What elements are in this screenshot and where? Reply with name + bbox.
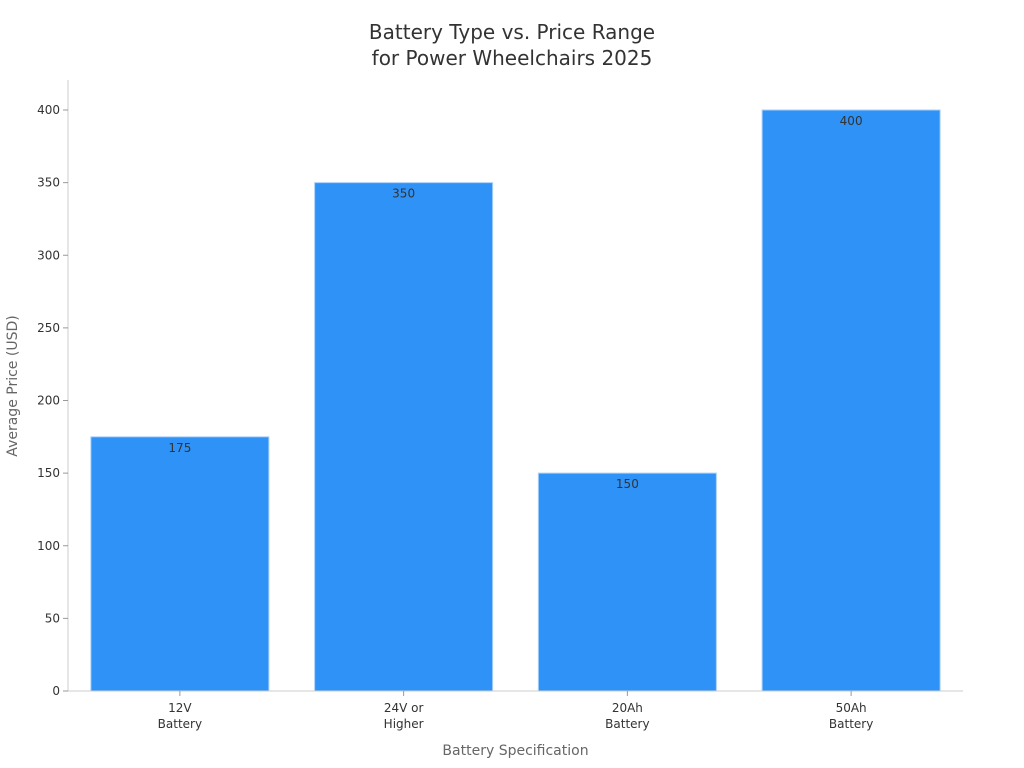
- bar-value-label: 350: [392, 187, 415, 201]
- x-tick-label: 24V or: [384, 701, 424, 715]
- axes-group: [67, 80, 963, 692]
- x-ticks-group: 12V Battery 24V or Higher 20Ah Battery 50Ah Bat…: [158, 691, 873, 731]
- bar-value-label: 175: [168, 441, 191, 455]
- y-tick-label: 200: [37, 394, 60, 408]
- x-tick-label: 12V: [168, 701, 192, 715]
- bar-value-label: 150: [616, 477, 639, 491]
- bar-value-label: 400: [840, 114, 863, 128]
- y-tick-label: 400: [37, 103, 60, 117]
- x-tick-label: Battery: [829, 717, 873, 731]
- y-tick-label: 100: [37, 539, 60, 553]
- x-tick-label: 50Ah: [836, 701, 867, 715]
- y-tick-label: 350: [37, 176, 60, 190]
- x-tick-label: Battery: [605, 717, 649, 731]
- y-tick-label: 0: [52, 684, 60, 698]
- bar: [761, 109, 941, 692]
- y-tick-label: 150: [37, 466, 60, 480]
- bar: [90, 436, 270, 692]
- x-tick-label: 20Ah: [612, 701, 643, 715]
- bar: [314, 182, 494, 692]
- chart-title-line1: Battery Type vs. Price Range: [368, 20, 656, 44]
- x-axis-label: Battery Specification: [442, 743, 588, 759]
- bar: [537, 472, 717, 692]
- y-tick-label: 250: [37, 321, 60, 335]
- chart-title-line2: for Power Wheelchairs 2025: [371, 46, 653, 70]
- y-tick-label: 300: [37, 248, 60, 262]
- y-tick-label: 50: [45, 611, 60, 625]
- y-ticks-group: 0 50 100 150 200 250 300 350 400: [37, 103, 68, 698]
- bar-labels-group: 175 350 150 400: [168, 114, 862, 491]
- x-tick-label: Battery: [158, 717, 202, 731]
- y-axis-label: Average Price (USD): [5, 315, 21, 456]
- bars-group: [90, 109, 941, 692]
- x-tick-label: Higher: [384, 717, 424, 731]
